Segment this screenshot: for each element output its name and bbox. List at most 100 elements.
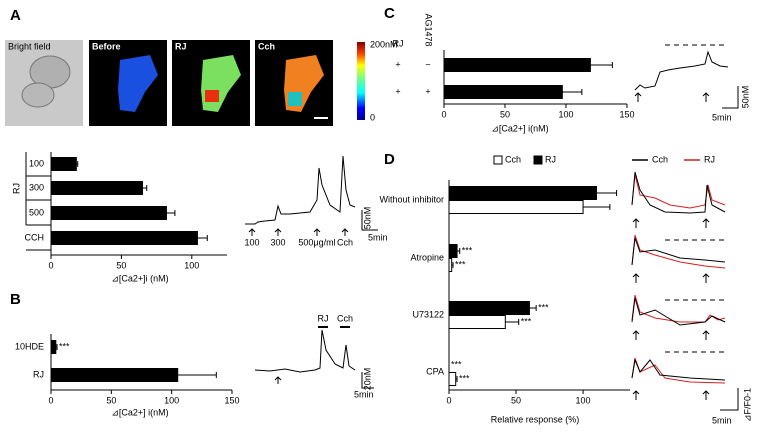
legend-label: Cch bbox=[652, 154, 668, 164]
row-label: + bbox=[395, 59, 400, 69]
x-tick-label: 100 bbox=[576, 395, 591, 405]
scale-label: 5min bbox=[712, 112, 732, 122]
error-bar bbox=[529, 305, 537, 311]
x-tick-label: 50 bbox=[106, 395, 116, 405]
arrow bbox=[274, 376, 282, 384]
bar bbox=[50, 340, 57, 354]
bar bbox=[448, 372, 457, 386]
cell bbox=[288, 92, 302, 106]
arrow bbox=[248, 228, 349, 236]
y-tick-label: U73122 bbox=[412, 309, 444, 319]
x-tick-label: 0 bbox=[446, 395, 451, 405]
error-bar bbox=[562, 89, 583, 95]
marker-label: RJ bbox=[318, 313, 329, 323]
row-label: + bbox=[395, 86, 400, 96]
trace bbox=[631, 358, 726, 381]
image-label: Cch bbox=[258, 41, 275, 51]
x-tick-label: 0 bbox=[48, 260, 53, 270]
row-header: AG1478 bbox=[424, 13, 434, 46]
trace bbox=[631, 294, 726, 323]
colorbar bbox=[357, 42, 365, 120]
scale-bar bbox=[722, 86, 739, 109]
bar bbox=[448, 315, 506, 329]
significance: *** bbox=[521, 316, 532, 326]
trace bbox=[634, 50, 729, 91]
error-bar bbox=[455, 376, 458, 382]
x-tick-label: 50 bbox=[500, 109, 510, 119]
row-label: + bbox=[425, 86, 430, 96]
trace bbox=[631, 357, 726, 384]
micrographs: Bright field Before RJ Cch 200nM 0 bbox=[5, 39, 398, 126]
bar bbox=[50, 157, 77, 171]
trace bbox=[631, 297, 726, 326]
group-label: RJ bbox=[11, 183, 21, 194]
image-label: RJ bbox=[175, 41, 187, 51]
x-axis-label: ⊿[Ca2+] i(nM) bbox=[491, 123, 548, 133]
x-tick-label: 100 bbox=[558, 109, 573, 119]
y-tick-label: CPA bbox=[426, 366, 444, 376]
x-tick-label: 0 bbox=[441, 109, 446, 119]
trace-a: 100 300 500μg/ml Cch 50nM 5min bbox=[244, 155, 388, 247]
error-bar bbox=[76, 161, 79, 167]
error-bar bbox=[55, 344, 58, 350]
scale-label: 50nM bbox=[740, 86, 750, 109]
significance: *** bbox=[59, 341, 70, 351]
trace bbox=[631, 234, 726, 269]
error-bar bbox=[451, 262, 454, 268]
bar bbox=[448, 186, 597, 200]
scale-label: 50nM bbox=[362, 207, 372, 230]
x-axis-label: ⊿[Ca2+]i (nM) bbox=[111, 273, 168, 283]
arrow bbox=[634, 92, 710, 102]
scale-bar bbox=[361, 210, 378, 231]
error-bar bbox=[142, 185, 148, 191]
significance: *** bbox=[451, 359, 462, 369]
trace bbox=[631, 174, 726, 209]
significance: *** bbox=[459, 373, 470, 383]
colorbar-label: 200nM bbox=[370, 39, 398, 49]
bar bbox=[50, 206, 167, 220]
trace bbox=[254, 329, 356, 373]
panel-label: D bbox=[384, 151, 395, 168]
error-bar bbox=[596, 190, 618, 196]
scale-label: 20nM bbox=[362, 368, 372, 391]
arrow bbox=[632, 218, 710, 400]
colorbar-label: 0 bbox=[370, 112, 375, 122]
y-tick-label: 100 bbox=[29, 158, 44, 168]
panel-label: C bbox=[384, 5, 395, 22]
x-tick-label: 100 bbox=[164, 395, 179, 405]
error-bar bbox=[166, 210, 176, 216]
cell bbox=[21, 82, 55, 108]
row-header: RJ bbox=[393, 38, 404, 48]
trace-b: RJ Cch 20nM 5min bbox=[254, 313, 374, 399]
bar bbox=[448, 244, 458, 258]
y-tick-label: Without inhibitor bbox=[379, 194, 444, 204]
legend-label: RJ bbox=[704, 154, 715, 164]
legend-label: RJ bbox=[545, 154, 556, 164]
error-bar bbox=[177, 372, 217, 378]
x-tick-label: 0 bbox=[48, 395, 53, 405]
trace-c: 50nM 5min bbox=[634, 44, 750, 122]
x-tick-label: 150 bbox=[224, 395, 239, 405]
cell bbox=[205, 90, 219, 102]
significance: *** bbox=[538, 302, 549, 312]
trace bbox=[631, 171, 726, 214]
bar bbox=[448, 258, 453, 272]
cell bbox=[118, 55, 158, 112]
trace bbox=[245, 155, 356, 225]
marker-label: Cch bbox=[337, 313, 353, 323]
scale-bar bbox=[361, 372, 374, 389]
y-tick-label: RJ bbox=[33, 369, 44, 379]
error-bar bbox=[583, 204, 611, 210]
bar bbox=[448, 301, 530, 315]
panel-label: B bbox=[10, 291, 21, 308]
bar bbox=[50, 368, 179, 382]
image-label: Bright field bbox=[8, 41, 51, 51]
y-tick-label: 500 bbox=[29, 207, 44, 217]
x-tick-label: 100 bbox=[184, 260, 199, 270]
scale-label: ⊿F/F0-1 bbox=[742, 388, 752, 422]
error-bar bbox=[590, 62, 613, 68]
error-bar bbox=[197, 235, 208, 241]
legend-swatch bbox=[533, 155, 543, 165]
x-axis-label: Relative response (%) bbox=[491, 414, 580, 424]
